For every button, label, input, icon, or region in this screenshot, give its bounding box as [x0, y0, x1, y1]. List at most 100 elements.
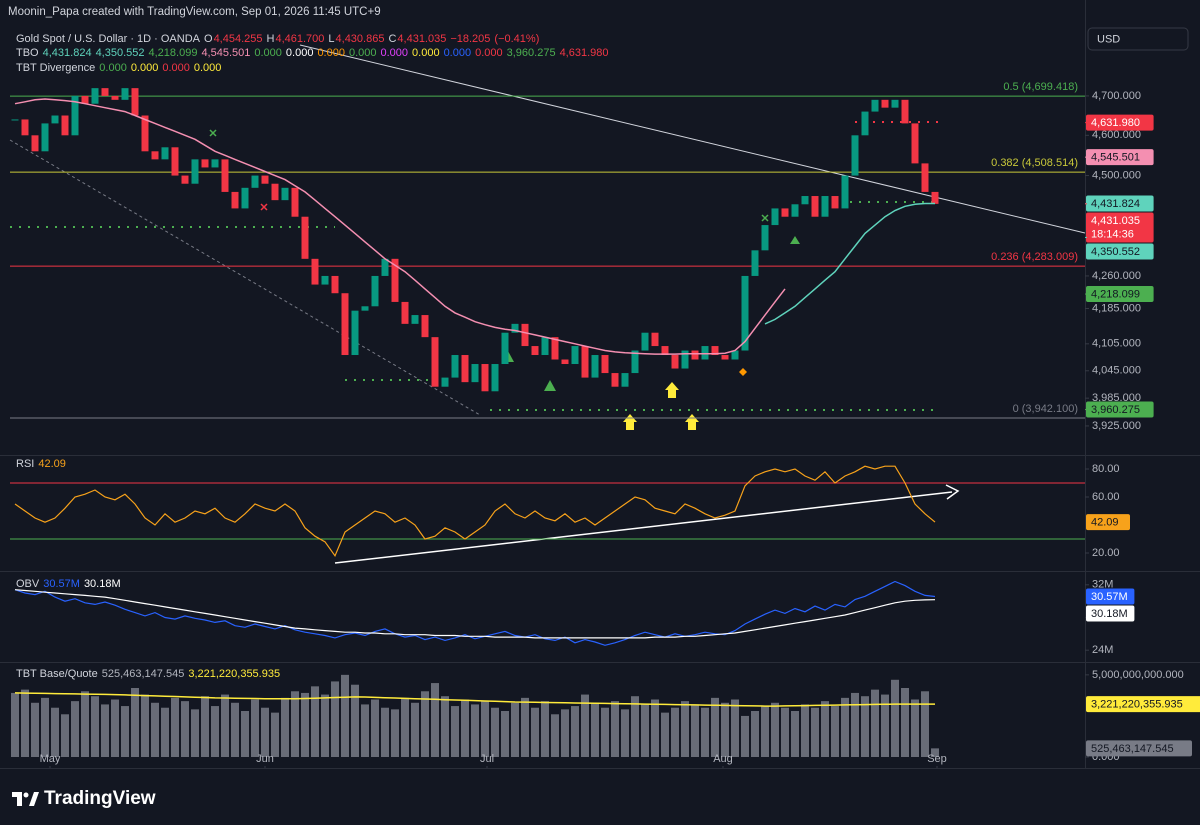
value-badge	[1086, 588, 1135, 605]
volume-bar	[931, 748, 939, 757]
y-tick-label: 4,185.000	[1092, 302, 1141, 314]
indicator-line	[14, 692, 935, 707]
candle	[201, 159, 209, 168]
indicator-value: 4,631.980	[559, 47, 609, 59]
volume-bar	[31, 702, 39, 757]
candle	[11, 119, 19, 121]
volume-bar	[701, 707, 709, 757]
volume-bar	[611, 701, 619, 757]
candle	[791, 204, 799, 217]
volume-bar	[251, 699, 259, 757]
volume-bar	[871, 689, 879, 757]
volume-bar	[501, 711, 509, 757]
volume-bar	[211, 706, 219, 757]
volume-bar	[411, 702, 419, 757]
x-tick-label: Jul	[480, 753, 494, 765]
value-badge-label: 3,221,220,355.935	[1091, 698, 1183, 710]
candle	[241, 187, 249, 209]
volume-bar	[671, 707, 679, 757]
candle	[191, 159, 199, 184]
volume-bar	[681, 701, 689, 757]
signal-cross	[209, 129, 217, 137]
series-last: 30.18M	[83, 578, 121, 590]
candle	[531, 346, 539, 356]
candle	[381, 258, 389, 276]
indicator-line	[14, 465, 936, 558]
indicator-value: 0.000	[475, 47, 503, 59]
value-badge	[1086, 696, 1200, 713]
volume-bar	[261, 707, 269, 757]
legend-pane: OBV 30.57M 30.18M	[16, 577, 125, 592]
y-tick-label: 4,105.000	[1092, 338, 1141, 350]
candle	[911, 123, 919, 164]
candle	[181, 175, 189, 184]
volume-bar	[241, 711, 249, 757]
signal-triangle	[544, 380, 556, 391]
candle	[81, 95, 89, 104]
volume-bar	[151, 702, 159, 757]
y-tick-label: 4,500.000	[1092, 169, 1141, 181]
volume-bar	[591, 702, 599, 757]
volume-bar	[811, 707, 819, 757]
logo-shape	[12, 792, 22, 806]
indicator-line	[764, 202, 935, 325]
legend-pane: TBT Base/Quote 525,463,147.545 3,221,220,3…	[16, 667, 284, 682]
indicator-line	[14, 98, 786, 355]
volume-bar	[271, 712, 279, 757]
volume-bar	[121, 706, 129, 757]
y-tick-label: 4,600.000	[1092, 129, 1141, 141]
volume-bar	[301, 692, 309, 757]
signal-triangle	[790, 236, 800, 244]
x-tick-label: Jun	[256, 753, 274, 765]
legend-indicator: TBT Divergence 0.000 0.000 0.000 0.000	[16, 61, 225, 76]
candle	[161, 147, 169, 160]
volume-bar	[891, 679, 899, 757]
fib-label: 0.236 (4,283.009)	[991, 251, 1078, 263]
volume-bar	[841, 697, 849, 757]
volume-bar	[711, 697, 719, 757]
signal-diamond	[739, 368, 747, 376]
indicator-line	[14, 580, 936, 646]
price-badge	[1086, 195, 1154, 212]
price-badge-label: 4,218.099	[1091, 288, 1140, 300]
volume-bar	[71, 701, 79, 757]
candle	[211, 159, 219, 168]
change: −18.205	[450, 33, 491, 45]
y-tick-label: 4,260.000	[1092, 270, 1141, 282]
volume-bar	[781, 707, 789, 757]
ohlc-key: L	[328, 33, 335, 45]
indicator-value: 0.000	[162, 62, 190, 74]
y-tick-label: 5,000,000,000.000	[1092, 669, 1184, 681]
volume-bar	[651, 699, 659, 757]
candle	[51, 115, 59, 124]
volume-bar	[731, 699, 739, 757]
price-badge	[1086, 401, 1154, 418]
candle	[921, 163, 929, 192]
candle	[261, 175, 269, 184]
candle	[751, 250, 759, 276]
x-tick-label: Sep	[927, 753, 947, 765]
volume-bar	[911, 699, 919, 757]
candle	[101, 88, 109, 96]
currency[interactable]: USD	[1097, 33, 1120, 45]
volume-bar	[171, 697, 179, 757]
brand: TradingView	[44, 788, 156, 809]
candle	[541, 337, 549, 356]
volume-bar	[521, 697, 529, 757]
price-badge	[1086, 114, 1154, 131]
price-badge-label: 4,350.552	[1091, 246, 1140, 258]
candle	[371, 275, 379, 307]
volume-bar	[111, 699, 119, 757]
candle	[571, 346, 579, 365]
series-last: 3,221,220,355.935	[188, 668, 281, 680]
candle	[311, 258, 319, 285]
candle	[851, 135, 859, 176]
currency-box[interactable]	[1087, 27, 1189, 51]
volume-bar	[441, 696, 449, 757]
volume-bar	[471, 704, 479, 757]
price-badge-label: 4,545.501	[1091, 152, 1140, 164]
indicator-value: 0.000	[380, 47, 409, 59]
candle	[421, 315, 429, 338]
candle	[491, 364, 499, 392]
